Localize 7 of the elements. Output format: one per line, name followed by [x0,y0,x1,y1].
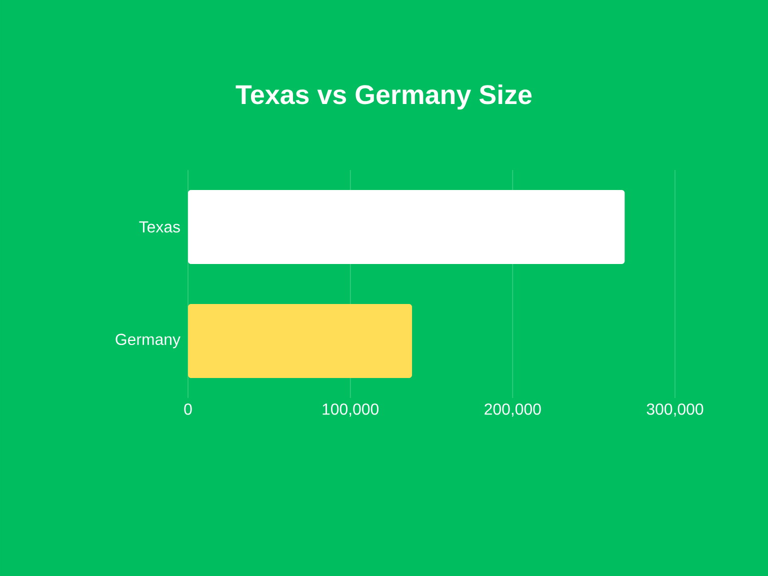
x-tick-label: 0 [184,404,192,415]
chart-title: Texas vs Germany Size [236,84,532,110]
x-tick-label: 200,000 [484,404,541,417]
y-tick-label: Germany [116,334,180,348]
x-tick-label: 100,000 [322,404,379,417]
y-tick-label: Texas [139,221,180,233]
x-tick-label: 300,000 [646,404,704,417]
